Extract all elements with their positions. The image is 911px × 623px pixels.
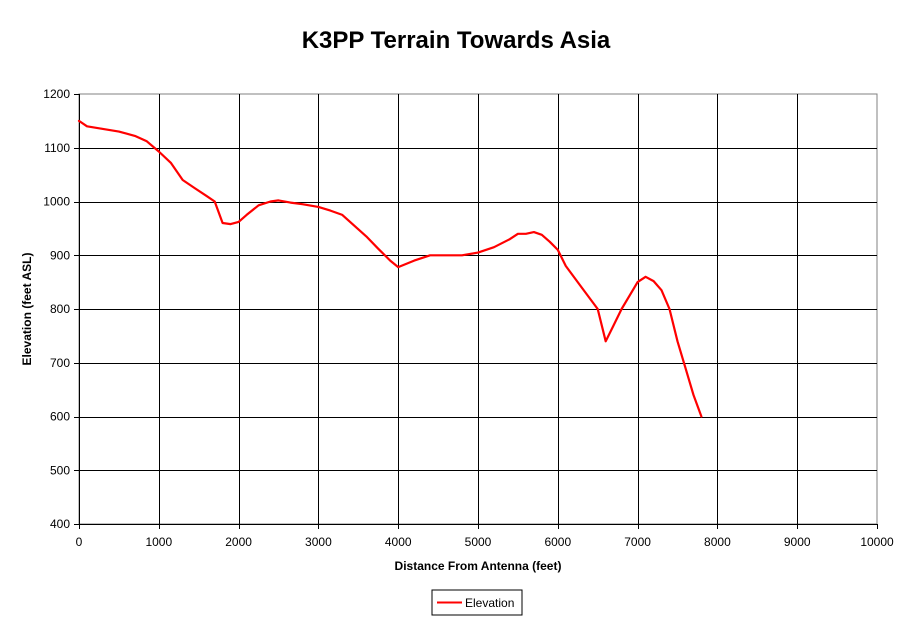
- legend-box: [431, 589, 523, 616]
- y-tick-label: 800: [50, 302, 70, 316]
- tick-labels: 0 1000 2000 3000 4000 5000 6000 7000 8000 9000 100…: [43, 87, 894, 549]
- series-layer: [77, 119, 703, 418]
- y-tick-label: 600: [50, 410, 70, 424]
- x-tick-label: 0: [76, 535, 83, 549]
- x-tick-label: 5000: [465, 535, 492, 549]
- x-tick-label: 9000: [784, 535, 811, 549]
- x-tick-label: 8000: [704, 535, 731, 549]
- y-axis-title: Elevation (feet ASL): [20, 253, 34, 366]
- y-tick-label: 1100: [44, 141, 70, 155]
- legend: Elevation: [431, 589, 523, 616]
- x-tick-label: 10000: [860, 535, 894, 549]
- x-tick-label: 7000: [624, 535, 651, 549]
- x-tick-label: 2000: [225, 535, 252, 549]
- y-tick-label: 700: [50, 356, 70, 370]
- y-tick-label: 500: [50, 463, 70, 477]
- series-line-elevation: [77, 119, 703, 418]
- y-tick-label: 400: [50, 517, 70, 531]
- x-tick-label: 3000: [305, 535, 332, 549]
- y-tick-label: 1200: [43, 87, 70, 101]
- legend-label-elevation: Elevation: [465, 596, 514, 610]
- y-tick-label: 1000: [43, 195, 70, 209]
- y-tick-label: 900: [50, 248, 70, 262]
- axes: [74, 94, 878, 529]
- x-tick-label: 4000: [385, 535, 412, 549]
- x-axis-title: Distance From Antenna (feet): [395, 559, 562, 573]
- chart-title: K3PP Terrain Towards Asia: [302, 27, 611, 54]
- x-tick-label: 6000: [544, 535, 571, 549]
- x-tick-label: 1000: [145, 535, 172, 549]
- gridlines: [79, 94, 877, 524]
